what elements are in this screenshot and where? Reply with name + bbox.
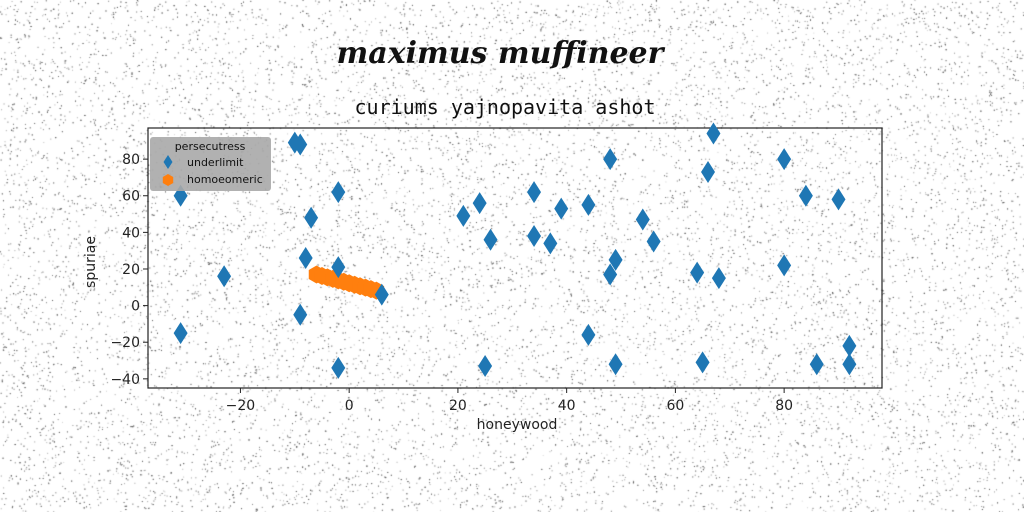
y-tick-label: 20 xyxy=(122,262,140,278)
data-marks xyxy=(173,122,857,379)
underlimit-point xyxy=(831,188,846,211)
legend-marker-underlimit xyxy=(163,155,173,169)
underlimit-point xyxy=(374,283,389,306)
underlimit-point xyxy=(809,353,824,376)
underlimit-point xyxy=(527,181,542,204)
underlimit-point xyxy=(217,265,232,288)
y-axis-label: spuriae xyxy=(83,236,99,288)
underlimit-point xyxy=(331,256,346,279)
underlimit-point xyxy=(581,323,596,346)
underlimit-point xyxy=(608,248,623,271)
legend: persecutress underlimit homoeomeric xyxy=(150,137,271,191)
underlimit-point xyxy=(331,356,346,379)
underlimit-point xyxy=(842,334,857,357)
underlimit-point xyxy=(777,148,792,171)
underlimit-point xyxy=(543,232,558,255)
y-tick-label: −40 xyxy=(110,372,140,388)
underlimit-point xyxy=(554,197,569,220)
underlimit-point xyxy=(711,267,726,290)
underlimit-point xyxy=(646,230,661,253)
y-tick-label: 0 xyxy=(131,299,140,315)
plot-frame xyxy=(147,127,883,389)
underlimit-point xyxy=(472,192,487,215)
plot-axes: −20 0 20 40 60 80 −40 −20 0 20 40 60 80 xyxy=(110,122,883,414)
underlimit-point xyxy=(456,204,471,227)
legend-hexagon xyxy=(162,174,174,186)
underlimit-point xyxy=(173,322,188,345)
legend-box xyxy=(150,137,271,191)
underlimit-point xyxy=(331,181,346,204)
legend-diamond xyxy=(163,155,173,169)
underlimit-point xyxy=(706,122,721,145)
legend-title: persecutress xyxy=(175,140,246,153)
underlimit-point xyxy=(478,355,493,378)
y-axis-ticks: −40 −20 0 20 40 60 80 xyxy=(110,152,148,388)
y-tick-label: 80 xyxy=(122,152,140,168)
x-tick-label: 40 xyxy=(558,398,576,414)
underlimit-point xyxy=(798,184,813,207)
x-tick-label: 60 xyxy=(666,398,684,414)
underlimit-point xyxy=(483,228,498,251)
x-axis-label: honeywood xyxy=(477,417,558,433)
underlimit-point xyxy=(293,303,308,326)
legend-label-underlimit: underlimit xyxy=(187,156,244,169)
underlimit-point xyxy=(304,206,319,229)
y-tick-label: −20 xyxy=(110,335,140,351)
underlimit-point xyxy=(695,351,710,374)
legend-marker-homoeomeric xyxy=(162,174,174,186)
x-tick-label: 20 xyxy=(449,398,467,414)
underlimit-point xyxy=(298,247,313,269)
underlimit-point xyxy=(581,193,596,216)
legend-label-homoeomeric: homoeomeric xyxy=(187,173,263,186)
x-tick-label: 0 xyxy=(345,398,354,414)
y-tick-label: 60 xyxy=(122,189,140,205)
underlimit-point xyxy=(608,353,623,376)
x-axis-ticks: −20 0 20 40 60 80 xyxy=(226,388,793,414)
underlimit-point xyxy=(603,148,618,171)
y-tick-label: 40 xyxy=(122,225,140,241)
chart-title: curiums yajnopavita ashot xyxy=(354,95,655,119)
underlimit-point xyxy=(603,263,618,286)
underlimit-point xyxy=(635,208,650,231)
underlimit-point xyxy=(293,133,308,156)
underlimit-point xyxy=(690,261,705,284)
underlimit-point xyxy=(701,160,716,183)
underlimit-point xyxy=(527,225,542,248)
underlimit-point xyxy=(842,353,857,376)
x-tick-label: −20 xyxy=(226,398,256,414)
underlimit-point xyxy=(777,254,792,277)
x-tick-label: 80 xyxy=(775,398,793,414)
chart-suptitle: maximus muffineer xyxy=(337,36,666,71)
